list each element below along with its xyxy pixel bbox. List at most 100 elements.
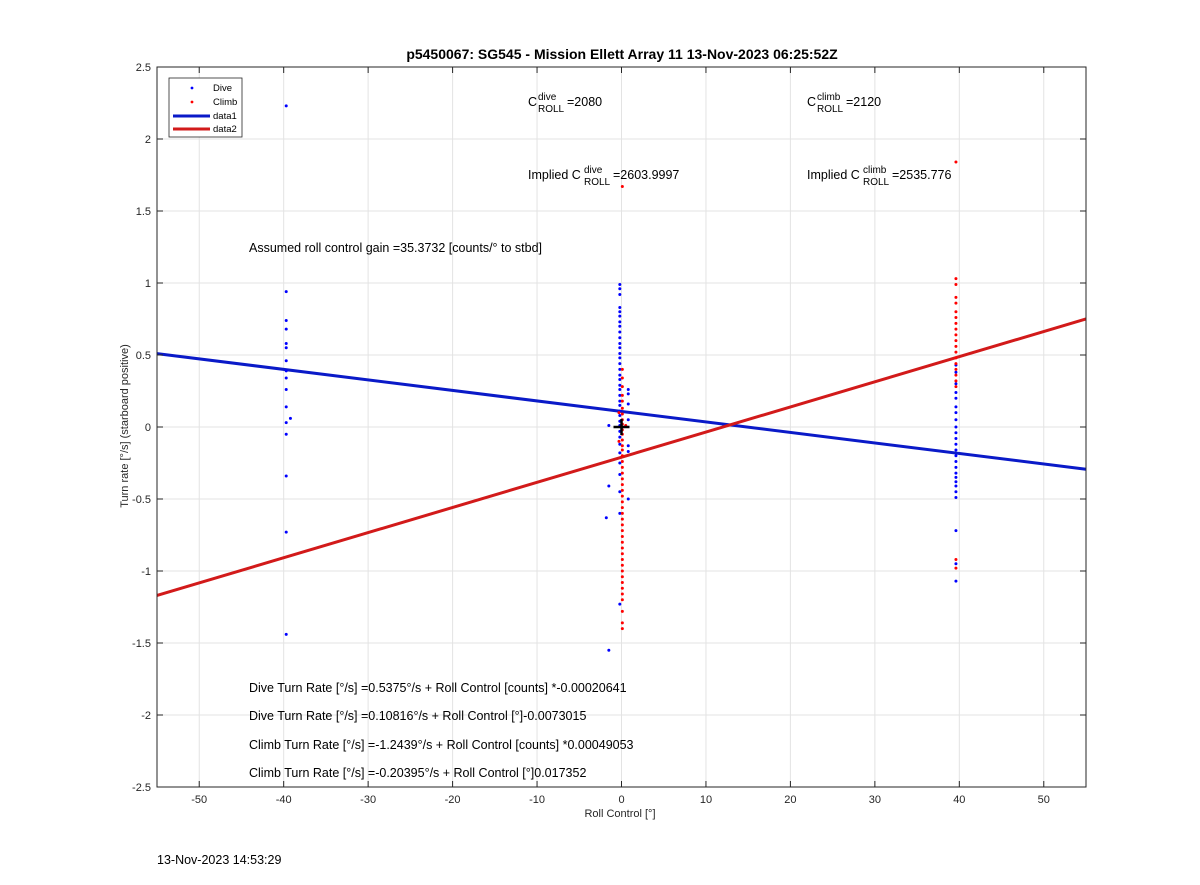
dive-point bbox=[954, 405, 958, 409]
dive-point bbox=[626, 444, 630, 448]
x-tick-label: -50 bbox=[191, 794, 207, 806]
dive-point bbox=[954, 370, 958, 374]
dive-point bbox=[954, 480, 958, 484]
dive-point bbox=[607, 484, 611, 488]
dive-point bbox=[618, 393, 622, 397]
climb-point bbox=[620, 557, 624, 561]
c-dive-symbol: C bbox=[528, 95, 537, 109]
climb-point bbox=[617, 439, 621, 443]
dive-point bbox=[954, 471, 958, 475]
x-tick-label: 50 bbox=[1038, 794, 1050, 806]
dive-point bbox=[618, 403, 622, 407]
implied-climb-subscript: ROLL bbox=[863, 177, 890, 188]
climb-point bbox=[954, 557, 958, 561]
c-dive-subscript: ROLL bbox=[538, 104, 565, 115]
dive-point bbox=[618, 320, 622, 324]
x-tick-label: 40 bbox=[953, 794, 965, 806]
c-climb-subscript: ROLL bbox=[817, 104, 844, 115]
y-tick-label: -1.5 bbox=[132, 638, 151, 650]
dive-point bbox=[954, 448, 958, 452]
implied-dive-value: =2603.9997 bbox=[613, 168, 679, 182]
y-tick-label: -2 bbox=[141, 710, 151, 722]
dive-point bbox=[284, 104, 288, 108]
climb-point bbox=[620, 586, 624, 590]
x-tick-label: -20 bbox=[445, 794, 461, 806]
climb-point bbox=[620, 511, 624, 515]
dive-point bbox=[284, 530, 288, 534]
dive-point bbox=[618, 490, 622, 494]
climb-point bbox=[620, 621, 624, 625]
legend-box bbox=[168, 77, 243, 138]
dive-point bbox=[618, 282, 622, 286]
dive-point bbox=[618, 310, 622, 314]
climb-point bbox=[954, 295, 958, 299]
dive-point bbox=[618, 388, 622, 392]
dive-point bbox=[284, 388, 288, 392]
dive-point bbox=[618, 435, 622, 439]
climb-point bbox=[620, 438, 624, 442]
dive-point bbox=[284, 376, 288, 380]
climb-point bbox=[620, 592, 624, 596]
legend: Dive Climb data1 data2 bbox=[168, 77, 243, 138]
dive-point bbox=[618, 383, 622, 387]
dive-point bbox=[954, 382, 958, 386]
climb-point bbox=[620, 471, 624, 475]
c-climb-superscript: climb bbox=[817, 92, 841, 103]
dive-point bbox=[284, 421, 288, 425]
climb-point bbox=[954, 344, 958, 348]
climb-point bbox=[620, 569, 624, 573]
climb-point bbox=[620, 483, 624, 487]
c-dive-superscript: dive bbox=[538, 92, 557, 103]
y-tick-label: 1 bbox=[145, 278, 151, 290]
dive-point bbox=[626, 402, 630, 406]
climb-point bbox=[954, 373, 958, 377]
dive-point bbox=[954, 411, 958, 415]
dive-point bbox=[284, 474, 288, 478]
climb-point bbox=[620, 581, 624, 585]
dive-point bbox=[618, 377, 622, 381]
climb-point bbox=[620, 552, 624, 556]
data2-fit-line bbox=[156, 317, 1087, 597]
dive-point bbox=[618, 442, 622, 446]
dive-point bbox=[604, 516, 608, 520]
dive-point bbox=[954, 496, 958, 500]
climb-point bbox=[954, 282, 958, 286]
x-tick-label: 10 bbox=[700, 794, 712, 806]
dive-point bbox=[618, 362, 622, 366]
dive-point bbox=[607, 424, 611, 428]
climb-point bbox=[954, 362, 958, 366]
climb-point bbox=[620, 534, 624, 538]
dive-point bbox=[618, 511, 622, 515]
climb-point bbox=[620, 376, 624, 380]
dive-point bbox=[618, 287, 622, 291]
implied-climb-prefix: Implied C bbox=[807, 168, 860, 182]
climb-point bbox=[954, 327, 958, 331]
dive-point bbox=[618, 341, 622, 345]
y-tick-label: 2 bbox=[145, 134, 151, 146]
climb-point bbox=[620, 546, 624, 550]
dive-point bbox=[284, 341, 288, 345]
dive-point bbox=[607, 648, 611, 652]
x-tick-label: -30 bbox=[360, 794, 376, 806]
dive-point bbox=[284, 346, 288, 350]
climb-point bbox=[954, 160, 958, 164]
dive-point bbox=[954, 390, 958, 394]
chart-title: p5450067: SG545 - Mission Ellett Array 1… bbox=[406, 46, 838, 62]
dive-point bbox=[618, 352, 622, 356]
climb-point bbox=[620, 444, 624, 448]
climb-point bbox=[620, 385, 624, 389]
c-dive-value: =2080 bbox=[567, 95, 602, 109]
climb-point bbox=[617, 411, 621, 415]
x-tick-label: -40 bbox=[276, 794, 292, 806]
legend-data1-label: data1 bbox=[213, 111, 237, 122]
climb-point bbox=[620, 500, 624, 504]
dive-point bbox=[284, 327, 288, 331]
x-axis-label: Roll Control [°] bbox=[584, 808, 655, 820]
dive-point bbox=[284, 405, 288, 409]
dive-point bbox=[626, 392, 630, 396]
climb-point bbox=[954, 301, 958, 305]
legend-dive-marker bbox=[190, 86, 194, 90]
dive-point bbox=[954, 465, 958, 469]
climb-point bbox=[954, 350, 958, 354]
implied-dive-annotation: Implied C dive ROLL =2603.9997 bbox=[528, 165, 679, 188]
